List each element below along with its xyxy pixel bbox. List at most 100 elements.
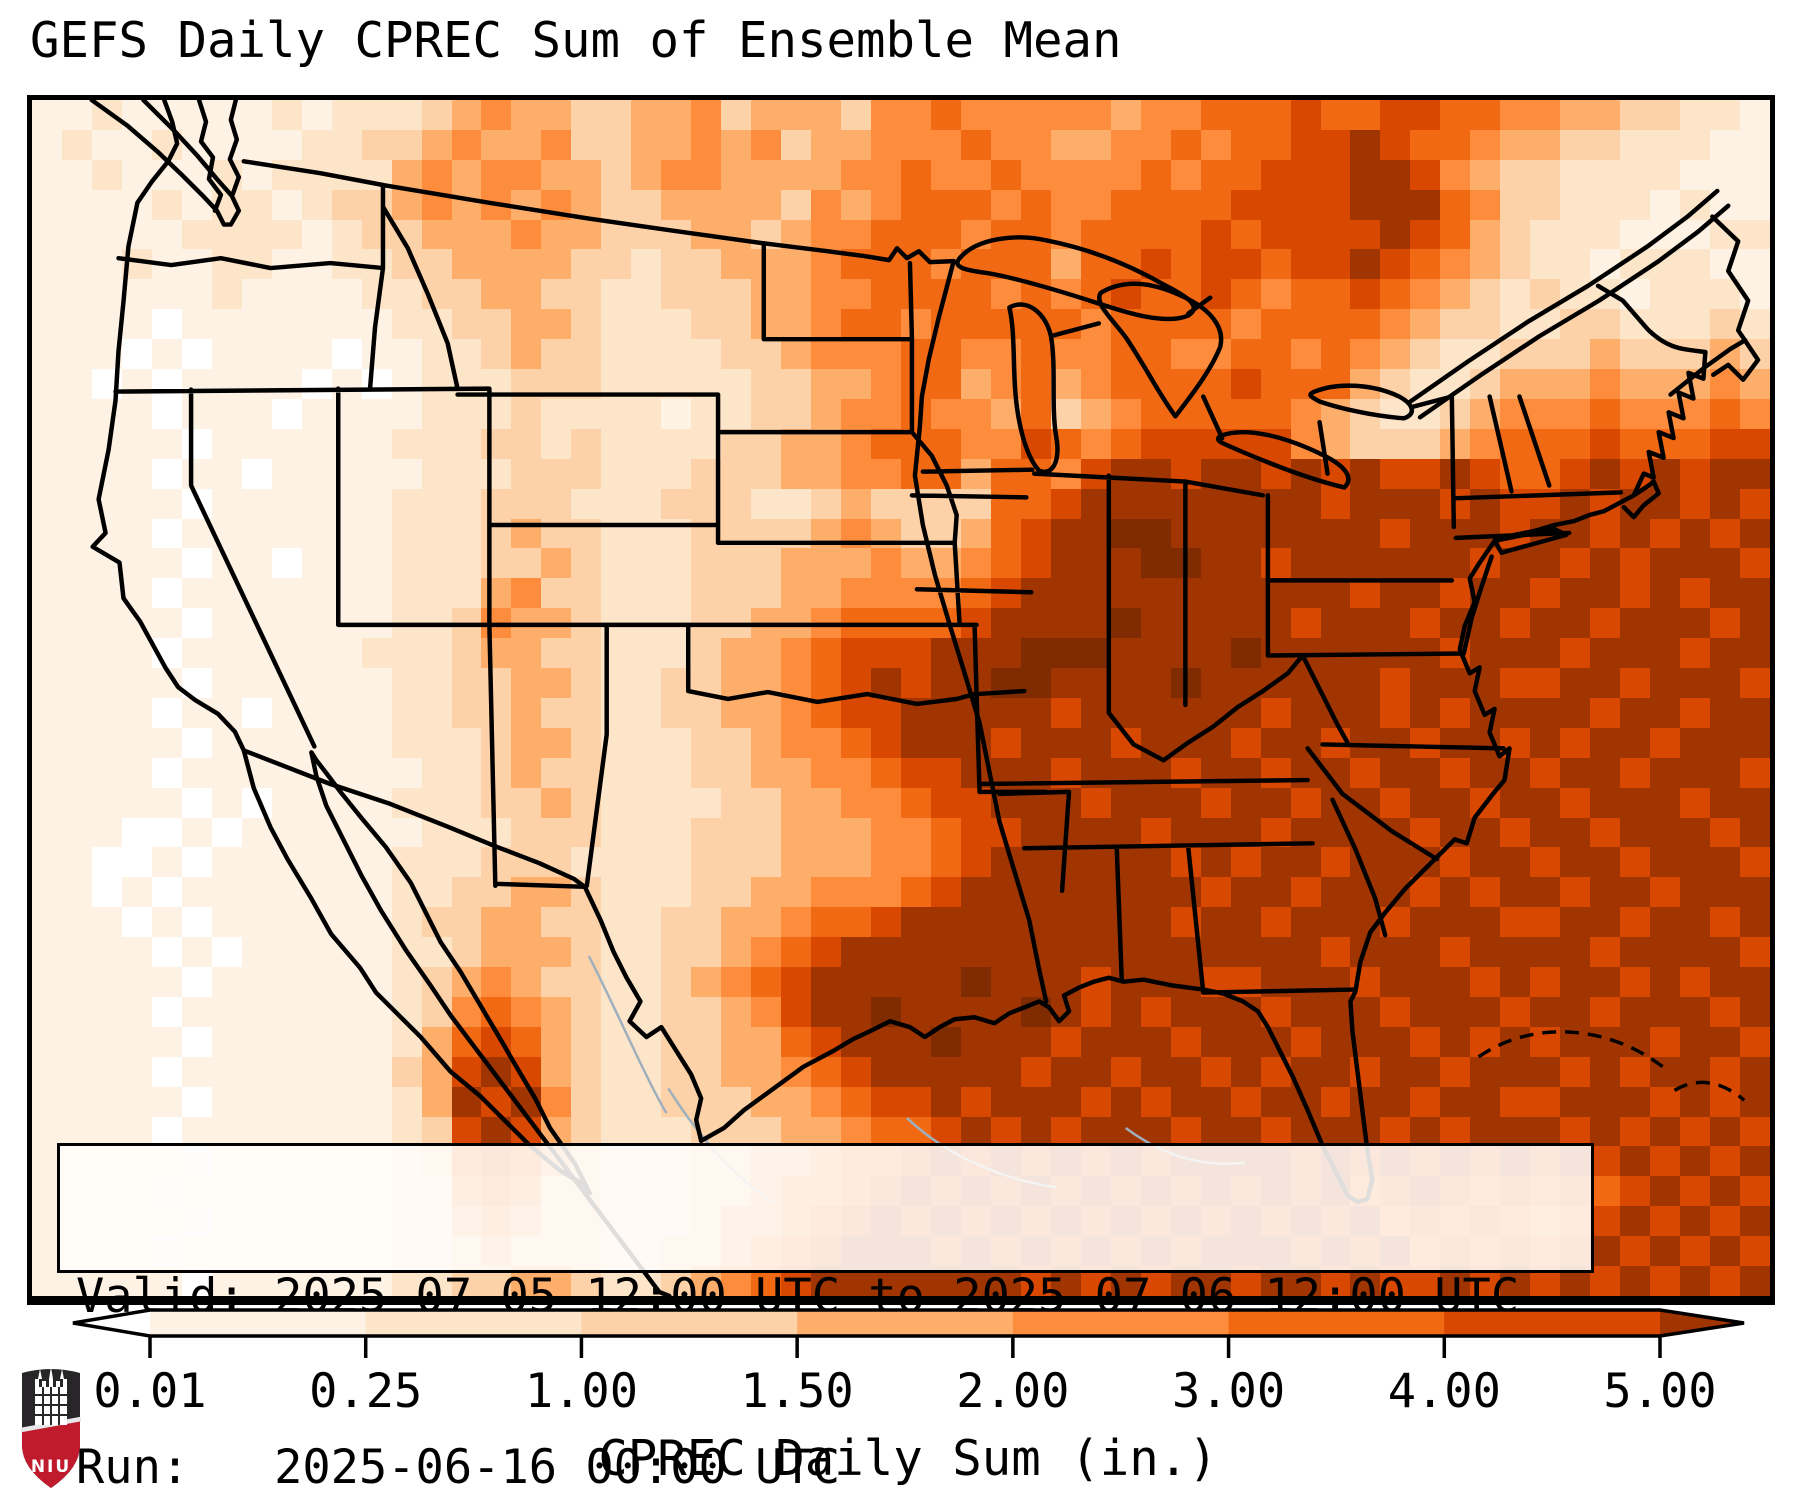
grid-cell bbox=[1230, 398, 1261, 429]
grid-cell bbox=[1410, 518, 1441, 549]
grid-cell bbox=[331, 967, 362, 997]
grid-cell bbox=[391, 817, 422, 848]
grid-cell bbox=[1440, 727, 1471, 758]
grid-cell bbox=[1560, 697, 1591, 728]
grid-cell bbox=[1380, 219, 1411, 250]
grid-cell bbox=[1290, 159, 1321, 190]
grid-cell bbox=[691, 817, 722, 848]
grid-cell bbox=[1650, 279, 1681, 310]
grid-cell bbox=[1500, 608, 1531, 639]
grid-cell bbox=[1350, 817, 1381, 848]
grid-cell bbox=[121, 398, 152, 429]
grid-cell bbox=[1170, 1056, 1201, 1087]
grid-cell bbox=[301, 458, 332, 489]
grid-cell bbox=[960, 518, 991, 549]
grid-cell bbox=[631, 907, 662, 938]
grid-cell bbox=[421, 757, 452, 788]
grid-cell bbox=[811, 727, 842, 758]
grid-cell bbox=[241, 937, 272, 968]
grid-cell bbox=[421, 727, 452, 758]
grid-cell bbox=[541, 817, 572, 848]
grid-cell bbox=[1200, 219, 1231, 250]
grid-cell bbox=[691, 578, 722, 609]
grid-cell bbox=[1620, 847, 1651, 878]
grid-cell bbox=[331, 129, 362, 160]
grid-cell bbox=[1470, 458, 1501, 489]
grid-cell bbox=[1620, 697, 1651, 728]
grid-cell bbox=[1200, 1086, 1231, 1117]
grid-cell bbox=[1290, 249, 1321, 280]
grid-cell bbox=[1140, 787, 1171, 818]
grid-cell bbox=[721, 369, 752, 399]
grid-cell bbox=[1140, 219, 1171, 250]
grid-cell bbox=[451, 309, 482, 340]
grid-cell bbox=[960, 578, 991, 609]
grid-cell bbox=[1710, 1176, 1741, 1207]
colorbar-segment bbox=[581, 1310, 798, 1336]
grid-cell bbox=[121, 996, 152, 1027]
grid-cell bbox=[511, 548, 542, 579]
grid-cell bbox=[751, 697, 782, 728]
grid-cell bbox=[661, 428, 692, 459]
grid-cell bbox=[1170, 219, 1201, 250]
grid-cell bbox=[1380, 398, 1411, 429]
grid-cell bbox=[391, 129, 422, 160]
grid-cell bbox=[1740, 488, 1770, 519]
grid-cell bbox=[361, 129, 392, 160]
grid-cell bbox=[1080, 578, 1111, 609]
grid-cell bbox=[511, 428, 542, 459]
grid-cell bbox=[301, 189, 332, 220]
grid-cell bbox=[721, 757, 752, 788]
grid-cell bbox=[1140, 309, 1171, 340]
grid-cell bbox=[151, 787, 182, 818]
grid-cell bbox=[601, 129, 632, 160]
grid-cell bbox=[1290, 100, 1321, 130]
grid-cell bbox=[1080, 817, 1111, 848]
grid-cell bbox=[721, 817, 752, 848]
grid-cell bbox=[751, 1026, 782, 1057]
grid-cell bbox=[1320, 996, 1351, 1027]
grid-cell bbox=[241, 996, 272, 1027]
cuba-bahamas-dashed-coast bbox=[1477, 1030, 1746, 1102]
grid-cell bbox=[1680, 100, 1711, 130]
grid-cell bbox=[571, 309, 602, 340]
grid-cell bbox=[1530, 937, 1561, 968]
grid-cell bbox=[571, 159, 602, 190]
grid-cell bbox=[811, 159, 842, 190]
grid-cell bbox=[1170, 1026, 1201, 1057]
grid-cell bbox=[271, 369, 302, 399]
grid-cell bbox=[181, 817, 212, 848]
grid-cell bbox=[331, 1056, 362, 1087]
colorbar bbox=[72, 1308, 1745, 1358]
grid-cell bbox=[781, 578, 812, 609]
grid-cell bbox=[1170, 937, 1201, 968]
grid-cell bbox=[871, 219, 901, 250]
grid-cell bbox=[841, 548, 872, 579]
grid-cell bbox=[32, 1146, 62, 1177]
grid-cell bbox=[32, 1026, 62, 1057]
logo-castle-icon bbox=[35, 1367, 67, 1425]
grid-cell bbox=[451, 727, 482, 758]
grid-cell bbox=[271, 1086, 302, 1117]
grid-cell bbox=[61, 488, 92, 519]
grid-cell bbox=[1680, 1086, 1711, 1117]
grid-cell bbox=[781, 129, 812, 160]
grid-cell bbox=[1290, 608, 1321, 639]
grid-cell bbox=[960, 398, 991, 429]
grid-cell bbox=[301, 129, 332, 160]
grid-cell bbox=[61, 967, 92, 997]
grid-cell bbox=[691, 907, 722, 938]
grid-cell bbox=[481, 548, 512, 579]
grid-cell bbox=[1710, 638, 1741, 669]
grid-cell bbox=[1110, 369, 1141, 399]
grid-cell bbox=[1620, 1206, 1651, 1237]
grid-cell bbox=[691, 249, 722, 280]
grid-cell bbox=[32, 877, 62, 908]
grid-cell bbox=[1560, 787, 1591, 818]
grid-cell bbox=[331, 1026, 362, 1057]
grid-cell bbox=[481, 339, 512, 370]
grid-cell bbox=[331, 907, 362, 938]
grid-cell bbox=[481, 398, 512, 429]
grid-cell bbox=[1200, 847, 1231, 878]
grid-cell bbox=[451, 398, 482, 429]
